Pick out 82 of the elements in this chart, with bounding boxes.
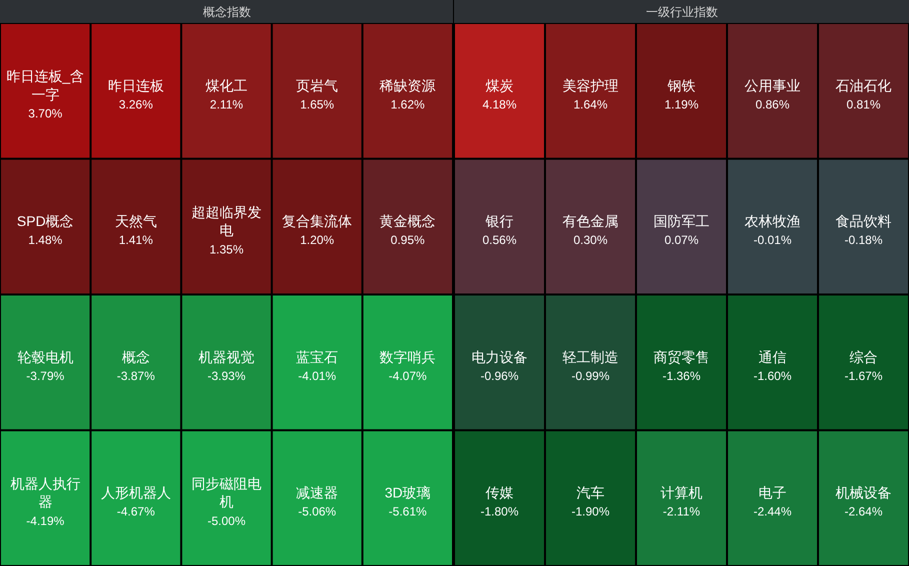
data-label: 1.35% — [209, 242, 244, 256]
category-label: 通信 — [758, 348, 786, 365]
data-label: -1.36% — [662, 368, 701, 383]
category-label: 计算机 — [660, 484, 702, 501]
data-label: -1.80% — [480, 504, 519, 519]
category-label: 概念 — [122, 348, 150, 365]
data-label: 0.56% — [482, 233, 517, 248]
category-label: 同步磁阻电机 — [192, 475, 262, 510]
data-label: -2.64% — [844, 504, 883, 519]
data-label: -5.00% — [207, 514, 246, 528]
category-label: 汽车 — [576, 484, 604, 501]
category-label: 美容护理 — [562, 77, 618, 94]
data-label: 1.20% — [300, 233, 334, 248]
category-label: 蓝宝石 — [296, 348, 338, 365]
data-label: -4.07% — [388, 368, 428, 383]
category-label: 轻工制造 — [562, 348, 618, 365]
category-label: 天然气 — [114, 213, 157, 230]
category-label: 昨日连板 — [108, 77, 164, 94]
category-label: 数字哨兵 — [380, 348, 436, 365]
category-label: 轮毂电机 — [17, 348, 74, 365]
category-label: 电子 — [758, 484, 786, 501]
category-label: 电力设备 — [472, 348, 528, 365]
category-label: 石油石化 — [836, 77, 892, 94]
category-label: 国防军工 — [654, 213, 710, 230]
data-label: -0.96% — [480, 368, 519, 383]
data-label: 3.70% — [28, 106, 63, 121]
category-label: 复合集流体 — [282, 213, 352, 230]
category-label: 农林牧渔 — [744, 213, 800, 230]
data-label: 1.41% — [118, 233, 154, 248]
data-label: -3.79% — [26, 368, 65, 383]
data-label: 2.11% — [210, 97, 244, 112]
data-label: 1.62% — [390, 97, 426, 112]
category-label: 昨日连板_含一字 — [6, 68, 84, 102]
data-label: -2.11% — [662, 504, 700, 519]
data-label: 4.18% — [482, 97, 517, 112]
data-label: -0.99% — [571, 368, 610, 383]
category-label: 稀缺资源 — [380, 77, 436, 94]
category-label: 3D玻璃 — [384, 484, 431, 501]
data-label: 1.64% — [573, 97, 608, 112]
category-label: 综合 — [850, 348, 878, 365]
data-label: 0.30% — [573, 233, 608, 248]
data-label: -5.61% — [388, 504, 428, 519]
data-label: -1.90% — [571, 504, 610, 519]
category-label: 机器视觉 — [198, 348, 254, 365]
data-label: 0.81% — [846, 97, 881, 112]
data-label: 1.65% — [300, 97, 334, 112]
data-label: -0.18% — [844, 233, 883, 248]
category-label: 有色金属 — [562, 213, 618, 230]
data-label: -1.60% — [753, 368, 792, 383]
data-label: -3.93% — [207, 368, 246, 383]
data-label: -4.19% — [26, 514, 65, 528]
data-label: -2.44% — [753, 504, 792, 519]
category-label: 传媒 — [486, 484, 514, 501]
category-label: 黄金概念 — [380, 213, 436, 230]
data-label: -3.87% — [116, 368, 156, 383]
category-label: 钢铁 — [666, 77, 696, 94]
data-label: 0.86% — [755, 97, 790, 112]
data-label: -0.01% — [753, 233, 792, 248]
data-label: 0.95% — [390, 233, 426, 248]
category-label: 机器人执行器 — [10, 475, 80, 510]
data-label: -1.67% — [844, 368, 883, 383]
category-label: 人形机器人 — [100, 484, 171, 501]
category-label: 页岩气 — [296, 77, 338, 94]
category-label: 超超临界发电 — [192, 204, 262, 238]
category-label: 机械设备 — [836, 484, 892, 501]
data-label: 1.48% — [28, 233, 63, 248]
category-label: 煤炭 — [486, 77, 514, 94]
category-label: 银行 — [484, 213, 514, 230]
category-label: 减速器 — [296, 484, 338, 501]
data-label: 3.26% — [118, 97, 154, 112]
text: 概念指数 — [203, 5, 251, 19]
data-label: -4.67% — [116, 504, 156, 519]
category-label: SPD概念 — [16, 213, 74, 230]
data-label: 1.19% — [664, 97, 699, 112]
data-label: -5.06% — [298, 504, 336, 519]
data-label: -4.01% — [298, 368, 336, 383]
category-label: 商贸零售 — [654, 348, 710, 365]
category-label: 煤化工 — [206, 77, 248, 94]
category-label: 食品饮料 — [836, 213, 892, 230]
text: 一级行业指数 — [646, 5, 718, 19]
data-label: 0.07% — [664, 233, 699, 248]
category-label: 公用事业 — [744, 77, 800, 94]
